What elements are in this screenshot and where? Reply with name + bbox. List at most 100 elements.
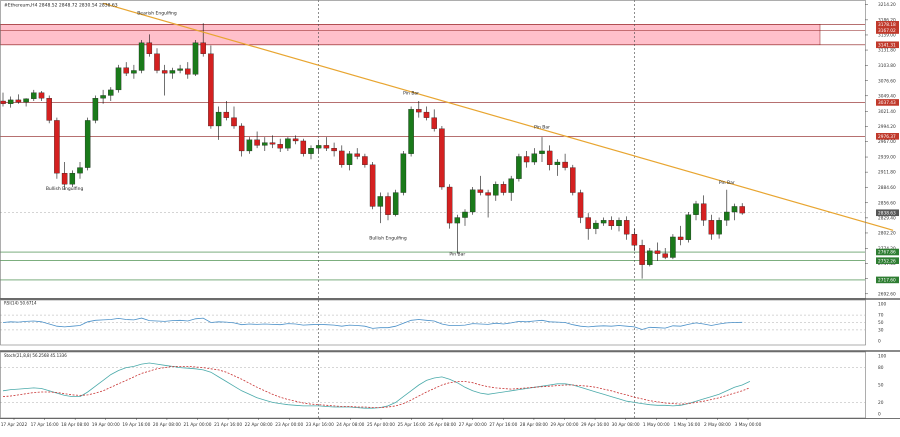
time-axis-label: 19 Apr 00:00 [92, 422, 120, 428]
candle-body [246, 139, 253, 152]
time-axis-label: 29 Apr 00:00 [550, 422, 578, 428]
candle [508, 175, 514, 201]
price-tag-box [876, 276, 899, 284]
price-tag-value: 2717.60 [878, 278, 896, 284]
candle-body [269, 142, 276, 145]
stoch-pane-border [0, 351, 866, 419]
candle-body [339, 150, 345, 165]
candle [462, 209, 468, 226]
candle [169, 67, 176, 79]
trendline [102, 2, 894, 231]
price-axis-label: 3049.40 [878, 93, 896, 99]
price-tag-value: 2752.26 [878, 258, 896, 264]
time-axis-label: 30 Apr 08:00 [612, 422, 640, 428]
candle-body [554, 161, 561, 165]
price-tag: 2838.63 [876, 209, 899, 216]
candle-body [331, 148, 337, 152]
candle-body [454, 217, 461, 224]
time-axis-label: 2 May 08:00 [704, 422, 731, 428]
candle-body [400, 153, 407, 193]
candle-body [223, 111, 230, 118]
candle-body [469, 189, 476, 213]
price-tag-box [876, 257, 899, 264]
price-axis-label: 2911.80 [878, 170, 896, 176]
price-tag: 2767.86 [876, 248, 899, 256]
time-axis-label: 26 Apr 08:00 [428, 422, 456, 428]
candle-body [385, 196, 391, 215]
candle [123, 62, 129, 77]
rsi-scale-label: 70 [878, 313, 884, 319]
candle-body [462, 211, 468, 218]
pattern-annotation: Pin Bar [719, 180, 735, 186]
stoch-scale-label: 0 [878, 412, 881, 418]
candle-body [54, 120, 60, 174]
candle [500, 181, 507, 196]
candle-body [562, 161, 568, 168]
stoch-signal-line [2, 365, 751, 409]
candle [262, 137, 268, 151]
candle-body [508, 178, 514, 193]
price-axis-label: 2884.60 [878, 185, 896, 191]
rsi-scale-label: 0 [878, 339, 881, 345]
candle [23, 98, 29, 107]
stoch-scale-label: 20 [878, 400, 884, 406]
candle [146, 34, 153, 57]
candle-body [277, 144, 283, 149]
price-tag-value: 2976.37 [878, 134, 896, 140]
candle [647, 248, 653, 267]
candle [285, 137, 291, 151]
candle-body [662, 253, 668, 258]
time-axis-label: 17 Apr 16:00 [31, 422, 59, 428]
time-axis-label: 1 May 00:00 [643, 422, 670, 428]
candle [100, 89, 106, 104]
candle [531, 148, 538, 165]
candle-body [500, 184, 507, 193]
candle-body [392, 192, 399, 215]
candle-body [15, 99, 22, 103]
price-tag-box [876, 99, 899, 106]
candle-body [493, 184, 499, 196]
time-axis-label: 23 Apr 00:00 [275, 422, 303, 428]
candle-body [146, 42, 153, 54]
candle [254, 131, 260, 149]
candle-body [369, 164, 376, 207]
candle [246, 137, 253, 154]
candle-body [154, 53, 160, 71]
candle [577, 189, 584, 224]
price-tag-value: 2767.86 [878, 250, 896, 256]
time-axis-label: 20 Apr 08:00 [153, 422, 181, 428]
candle-body [0, 100, 6, 104]
candle-body [585, 217, 591, 229]
candle-body [238, 125, 245, 152]
price-tag: 3178.18 [876, 21, 899, 28]
candle [208, 45, 214, 129]
candle [323, 137, 330, 151]
candle-body [346, 153, 353, 165]
candle-body [523, 156, 530, 163]
candle [177, 64, 183, 74]
price-axis-label: 2692.60 [878, 291, 896, 297]
candle-body [84, 120, 91, 168]
stoch-scale-label: 100 [878, 354, 886, 360]
candle [408, 106, 414, 157]
candle [31, 89, 37, 101]
candle [570, 164, 576, 196]
price-tag: 3141.31 [876, 41, 899, 48]
rsi-scale-label: 50 [878, 320, 884, 326]
candle [339, 145, 345, 168]
rsi-pane-border [0, 299, 866, 346]
candle [108, 87, 114, 101]
candle-body [593, 222, 599, 229]
price-tag: 2717.60 [876, 276, 899, 284]
price-axis-label: 3159.00 [878, 33, 896, 39]
time-axis-label: 28 Apr 08:00 [520, 422, 548, 428]
price-tag-box [876, 27, 899, 34]
stoch-label: Stoch(21,8,8) 56.2568 45.1336 [4, 353, 67, 358]
price-axis-label: 2802.20 [878, 231, 896, 237]
candle-body [362, 156, 368, 165]
candle-body [708, 220, 715, 235]
candle-body [262, 142, 268, 146]
candle [61, 162, 68, 190]
